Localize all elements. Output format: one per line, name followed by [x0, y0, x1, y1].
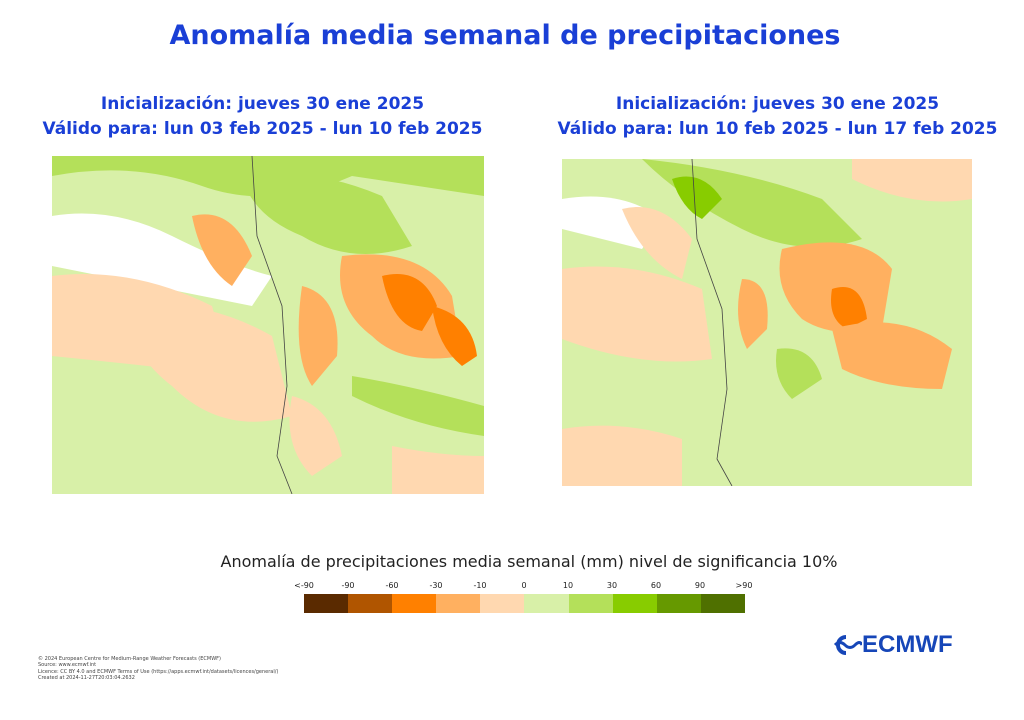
legend-tick: 10: [562, 581, 574, 590]
legend-tick: 90: [694, 581, 706, 590]
legend-swatch: [304, 594, 349, 613]
valid-range: Válido para: lun 10 feb 2025 - lun 17 fe…: [557, 119, 998, 139]
legend-swatch: [348, 594, 393, 613]
legend-tick: -60: [385, 581, 399, 590]
page-title: Anomalía media semanal de precipitacione…: [169, 20, 841, 51]
valid-range: Válido para: lun 03 feb 2025 - lun 10 fe…: [42, 119, 483, 139]
init-date: Inicialización: jueves 30 ene 2025: [615, 94, 940, 114]
footer-line: Created at 2024-11-27T20:03:04.2632: [38, 675, 135, 682]
legend-swatch: [700, 594, 745, 613]
legend-tick: <-90: [294, 581, 314, 590]
panel-right-header: Inicialización: jueves 30 ene 2025 Válid…: [555, 92, 1000, 142]
footer-line: Source: www.ecmwf.int: [38, 662, 97, 669]
legend-swatch: [480, 594, 525, 613]
legend-tick: 0: [521, 581, 527, 590]
footer-line: © 2024 European Centre for Medium-Range …: [38, 656, 221, 662]
legend-swatch: [524, 594, 569, 613]
legend-tick: 30: [606, 581, 618, 590]
legend-tick: -90: [341, 581, 355, 590]
legend-swatch: [656, 594, 701, 613]
legend-ticks: <-90 -90 -60 -30 -10 0 10 30 60 90 >90: [282, 581, 766, 593]
legend-title: Anomalía de precipitaciones media semana…: [220, 552, 838, 571]
legend-colorbar: [304, 594, 745, 613]
legend-swatch: [392, 594, 437, 613]
legend-tick: >90: [735, 581, 753, 590]
legend-swatch: [568, 594, 613, 613]
legend-tick: -30: [429, 581, 443, 590]
logo-text: ECMWF: [862, 631, 953, 658]
copyright-footer: © 2024 European Centre for Medium-Range …: [38, 656, 278, 682]
footer-line: Licence: CC BY 4.0 and ECMWF Terms of Us…: [38, 668, 279, 675]
init-date: Inicialización: jueves 30 ene 2025: [100, 94, 425, 114]
legend-swatch: [612, 594, 657, 613]
panel-left-header: Inicialización: jueves 30 ene 2025 Válid…: [40, 92, 485, 142]
ecmwf-logo-icon: [833, 635, 862, 655]
anomaly-map-week1: [52, 156, 484, 494]
legend-tick: 60: [650, 581, 662, 590]
ecmwf-logo: ECMWF: [832, 631, 953, 659]
legend-swatch: [436, 594, 481, 613]
anomaly-map-week2: [562, 159, 972, 486]
legend-tick: -10: [473, 581, 487, 590]
